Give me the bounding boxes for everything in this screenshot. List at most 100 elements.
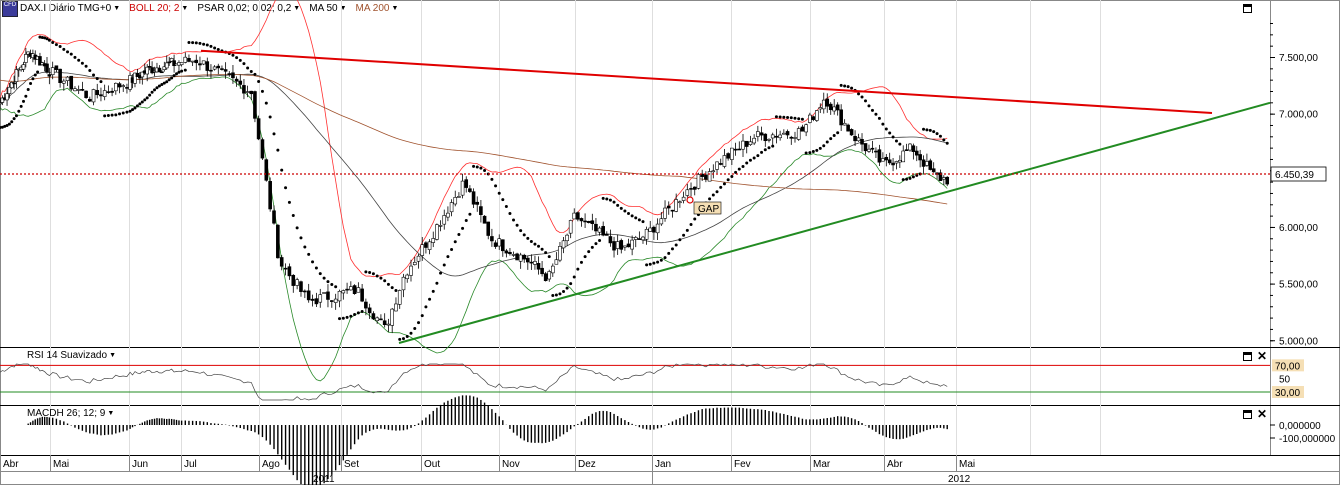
- psar-dot: [12, 117, 16, 121]
- candle-body: [928, 160, 933, 170]
- candle-body: [349, 286, 353, 291]
- psar-dot: [678, 238, 682, 242]
- psar-dot: [846, 85, 850, 89]
- psar-dot: [413, 327, 417, 331]
- candle-body: [605, 233, 609, 236]
- candle-body: [497, 238, 502, 247]
- indicator-psar[interactable]: PSAR 0,02; 0,02; 0,2 ▼: [197, 3, 300, 14]
- candle-body: [145, 66, 149, 75]
- candle-body: [209, 69, 213, 72]
- candle-body: [253, 91, 257, 119]
- candle-body: [846, 124, 850, 132]
- psar-dot: [148, 93, 152, 97]
- close-rsi-icon[interactable]: ✕: [1257, 349, 1268, 363]
- candle-body: [770, 134, 775, 139]
- maximize-macd-button[interactable]: [1243, 410, 1252, 419]
- psar-dot: [379, 276, 383, 280]
- indicator-boll[interactable]: BOLL 20; 2 ▼: [129, 3, 188, 14]
- candle-body: [884, 156, 889, 161]
- ma200-line: [0, 74, 948, 205]
- psar-dot: [715, 190, 719, 194]
- psar-dot: [231, 53, 235, 57]
- candle-body: [696, 174, 701, 189]
- psar-dot: [760, 150, 764, 154]
- candle-body: [457, 196, 461, 198]
- candle-body: [881, 158, 885, 162]
- candle-body: [283, 267, 288, 270]
- psar-dot: [457, 232, 461, 236]
- psar-dot: [708, 197, 712, 201]
- psar-dot: [935, 132, 939, 136]
- psar-dot: [99, 80, 103, 84]
- psar-dot: [311, 260, 315, 264]
- psar-dot: [450, 248, 454, 252]
- candle-body: [352, 285, 357, 294]
- psar-dot: [88, 69, 92, 73]
- psar-dot: [490, 177, 494, 181]
- candle-body: [733, 148, 738, 151]
- psar-dot: [547, 255, 551, 259]
- candle-body: [5, 93, 9, 101]
- candle-body: [891, 162, 895, 166]
- macd-title[interactable]: MACDH 26; 12; 9 ▼: [27, 408, 114, 419]
- candle-body: [685, 189, 690, 196]
- candle-body: [102, 90, 107, 97]
- psar-dot: [318, 272, 322, 276]
- psar-dot: [583, 255, 587, 259]
- month-label: Jul: [184, 459, 197, 470]
- psar-dot: [554, 293, 558, 297]
- candle-body: [615, 241, 620, 249]
- candle-body: [536, 263, 541, 270]
- rsi-title[interactable]: RSI 14 Suavizado ▼: [27, 350, 116, 361]
- candle-body: [54, 65, 59, 70]
- psar-dot: [341, 316, 345, 320]
- candle-body: [0, 102, 2, 105]
- price-tick-label: 7.000,00: [1279, 110, 1318, 121]
- maximize-rsi-button[interactable]: [1243, 352, 1252, 361]
- candle-body: [572, 212, 577, 220]
- psar-dot: [922, 127, 926, 131]
- indicator-ma50[interactable]: MA 50 ▼: [309, 3, 346, 14]
- candle-body: [877, 149, 882, 163]
- month-label: Out: [424, 459, 440, 470]
- candle-body: [648, 227, 653, 232]
- candle-body: [938, 172, 943, 181]
- candle-body: [147, 66, 152, 68]
- psar-dot: [587, 250, 591, 254]
- candle-body: [718, 163, 723, 165]
- psar-dot: [656, 260, 660, 264]
- psar-dot: [47, 38, 51, 42]
- psar-dot: [194, 41, 198, 45]
- candle-body: [249, 90, 254, 95]
- candle-body: [65, 76, 70, 81]
- candle-body: [172, 60, 176, 67]
- maximize-main-button[interactable]: [1243, 4, 1252, 13]
- candle-body: [260, 139, 265, 159]
- psar-dot: [663, 256, 667, 260]
- psar-dot: [19, 104, 23, 108]
- psar-dot: [667, 251, 671, 255]
- candle-body: [778, 134, 782, 139]
- psar-dot: [884, 127, 888, 131]
- psar-dot: [150, 90, 154, 94]
- candle-body: [121, 85, 126, 87]
- psar-dot: [925, 128, 929, 132]
- close-macd-icon[interactable]: ✕: [1257, 407, 1268, 421]
- candle-body: [828, 103, 833, 111]
- indicator-ma200[interactable]: MA 200 ▼: [356, 3, 399, 14]
- psar-dot: [38, 35, 42, 39]
- candle-body: [547, 271, 552, 280]
- candle-body: [590, 220, 595, 224]
- support-trendline: [398, 101, 1271, 344]
- psar-dot: [198, 41, 202, 45]
- symbol-selector[interactable]: DAX.I Diário TMG+0 ▼: [20, 3, 120, 14]
- candle-body: [314, 298, 319, 305]
- psar-dot: [213, 46, 217, 50]
- candle-body: [518, 254, 523, 262]
- candle-body: [744, 140, 749, 147]
- psar-dot: [526, 236, 530, 240]
- psar-dot: [249, 69, 253, 73]
- psar-dot: [322, 276, 326, 280]
- candle-body: [945, 176, 950, 185]
- psar-dot: [730, 174, 734, 178]
